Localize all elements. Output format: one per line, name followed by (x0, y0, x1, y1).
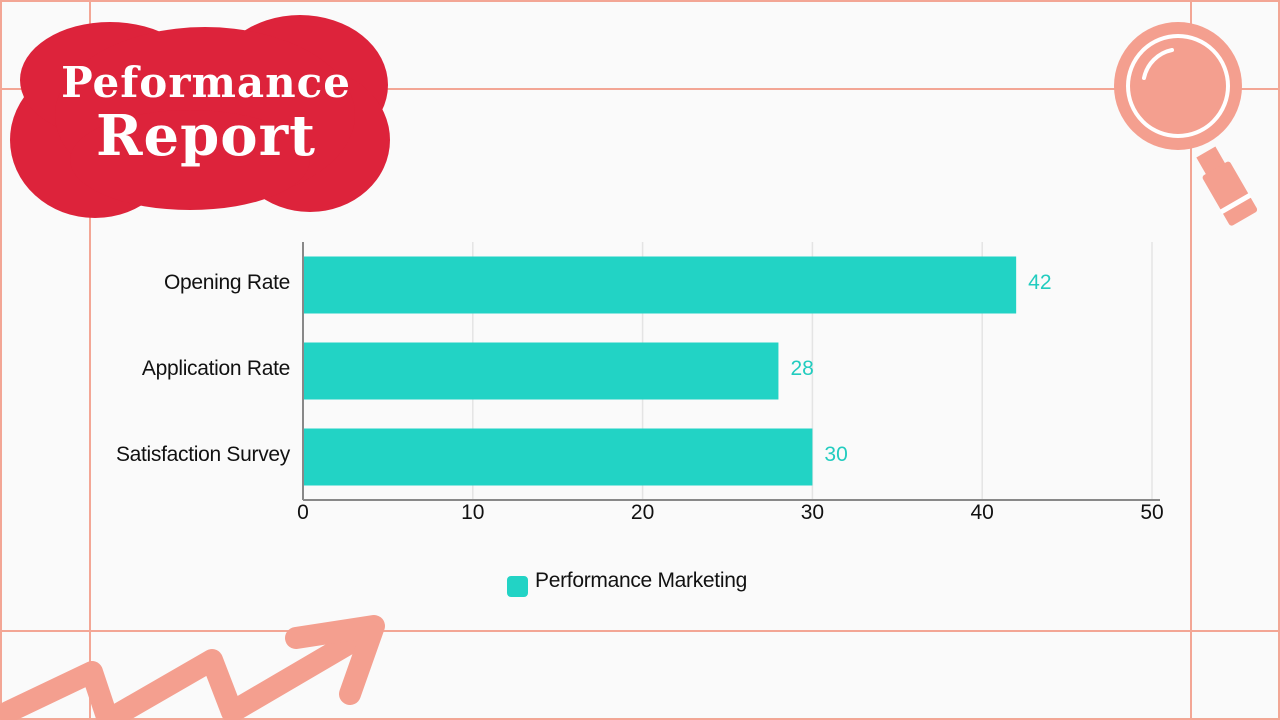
frame-line-bottom (0, 718, 1280, 720)
category-label: Application Rate (141, 357, 290, 380)
data-label: 28 (790, 357, 814, 380)
bar (304, 428, 813, 486)
magnifier-icon (1114, 22, 1258, 226)
x-tick-label: 40 (970, 501, 994, 524)
frame-line-top (0, 0, 1280, 2)
category-label: Satisfaction Survey (115, 443, 290, 466)
frame-line-left (89, 0, 91, 720)
bar (304, 342, 779, 400)
title-blob-shape (10, 15, 390, 218)
zigzag-arrow-icon (0, 615, 385, 720)
page-title-line-1: Peformance (61, 58, 351, 107)
x-tick-label: 30 (800, 501, 825, 524)
title-blob (10, 15, 390, 218)
x-tick-label: 50 (1140, 501, 1164, 524)
x-tick-label: 10 (461, 501, 485, 524)
legend-swatch (507, 576, 528, 597)
data-label: 42 (1028, 271, 1052, 294)
frame-line-right-outer (1278, 0, 1280, 720)
chart-bars (304, 256, 1017, 486)
frame-line-lower (0, 630, 1280, 632)
x-tick-label: 0 (297, 501, 309, 524)
x-tick-label: 20 (630, 501, 655, 524)
frame-line-right (1190, 0, 1192, 720)
bar (304, 256, 1017, 314)
page-title-line-2: Report (95, 103, 317, 169)
legend-label: Performance Marketing (535, 569, 747, 592)
data-label: 30 (824, 443, 848, 466)
category-label: Opening Rate (164, 271, 290, 294)
frame-line-left-outer (0, 0, 2, 720)
frame-line-upper (0, 88, 1280, 90)
